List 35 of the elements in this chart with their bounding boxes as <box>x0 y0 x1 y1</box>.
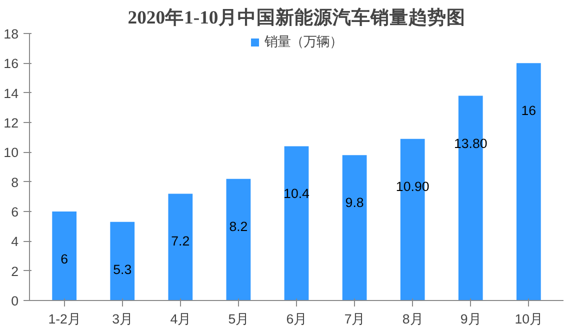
legend-label: 销量（万辆） <box>264 33 342 51</box>
y-tick-label: 6 <box>11 204 19 220</box>
y-tick-label: 2 <box>11 264 19 279</box>
bar <box>284 146 309 300</box>
y-tick-label: 16 <box>4 56 19 72</box>
x-tick-label: 8月 <box>402 312 423 326</box>
y-tick-label: 4 <box>11 234 20 250</box>
x-tick-label: 7月 <box>344 312 365 326</box>
y-tick-label: 12 <box>4 116 19 130</box>
data-label: 6 <box>60 252 68 266</box>
bar <box>342 155 367 300</box>
bar <box>168 194 193 300</box>
x-tick-label: 4月 <box>170 312 191 326</box>
y-tick-label: 14 <box>4 86 20 101</box>
bar <box>226 178 251 300</box>
data-label: 10.4 <box>284 186 310 202</box>
data-label: 5.3 <box>113 262 132 277</box>
chart-title: 2020年1-10月中国新能源汽车销量趋势图 <box>128 6 466 28</box>
x-tick-label: 9月 <box>460 312 481 326</box>
bar <box>516 63 541 300</box>
x-tick-label: 1-2月 <box>48 312 80 326</box>
data-label: 8.2 <box>229 218 248 234</box>
y-tick-label: 10 <box>4 145 19 160</box>
data-label: 16 <box>521 103 536 118</box>
y-tick-label: 0 <box>11 294 19 308</box>
x-tick-label: 6月 <box>286 312 307 326</box>
x-tick-label: 5月 <box>228 312 249 326</box>
x-tick-label: 3月 <box>112 312 133 326</box>
data-label: 9.8 <box>345 195 364 210</box>
x-tick-label: 10月 <box>514 312 543 326</box>
bar <box>110 222 135 300</box>
y-tick-label: 18 <box>4 26 19 42</box>
data-label: 7.2 <box>171 234 190 249</box>
bar <box>52 212 77 300</box>
y-tick-label: 8 <box>11 174 19 190</box>
